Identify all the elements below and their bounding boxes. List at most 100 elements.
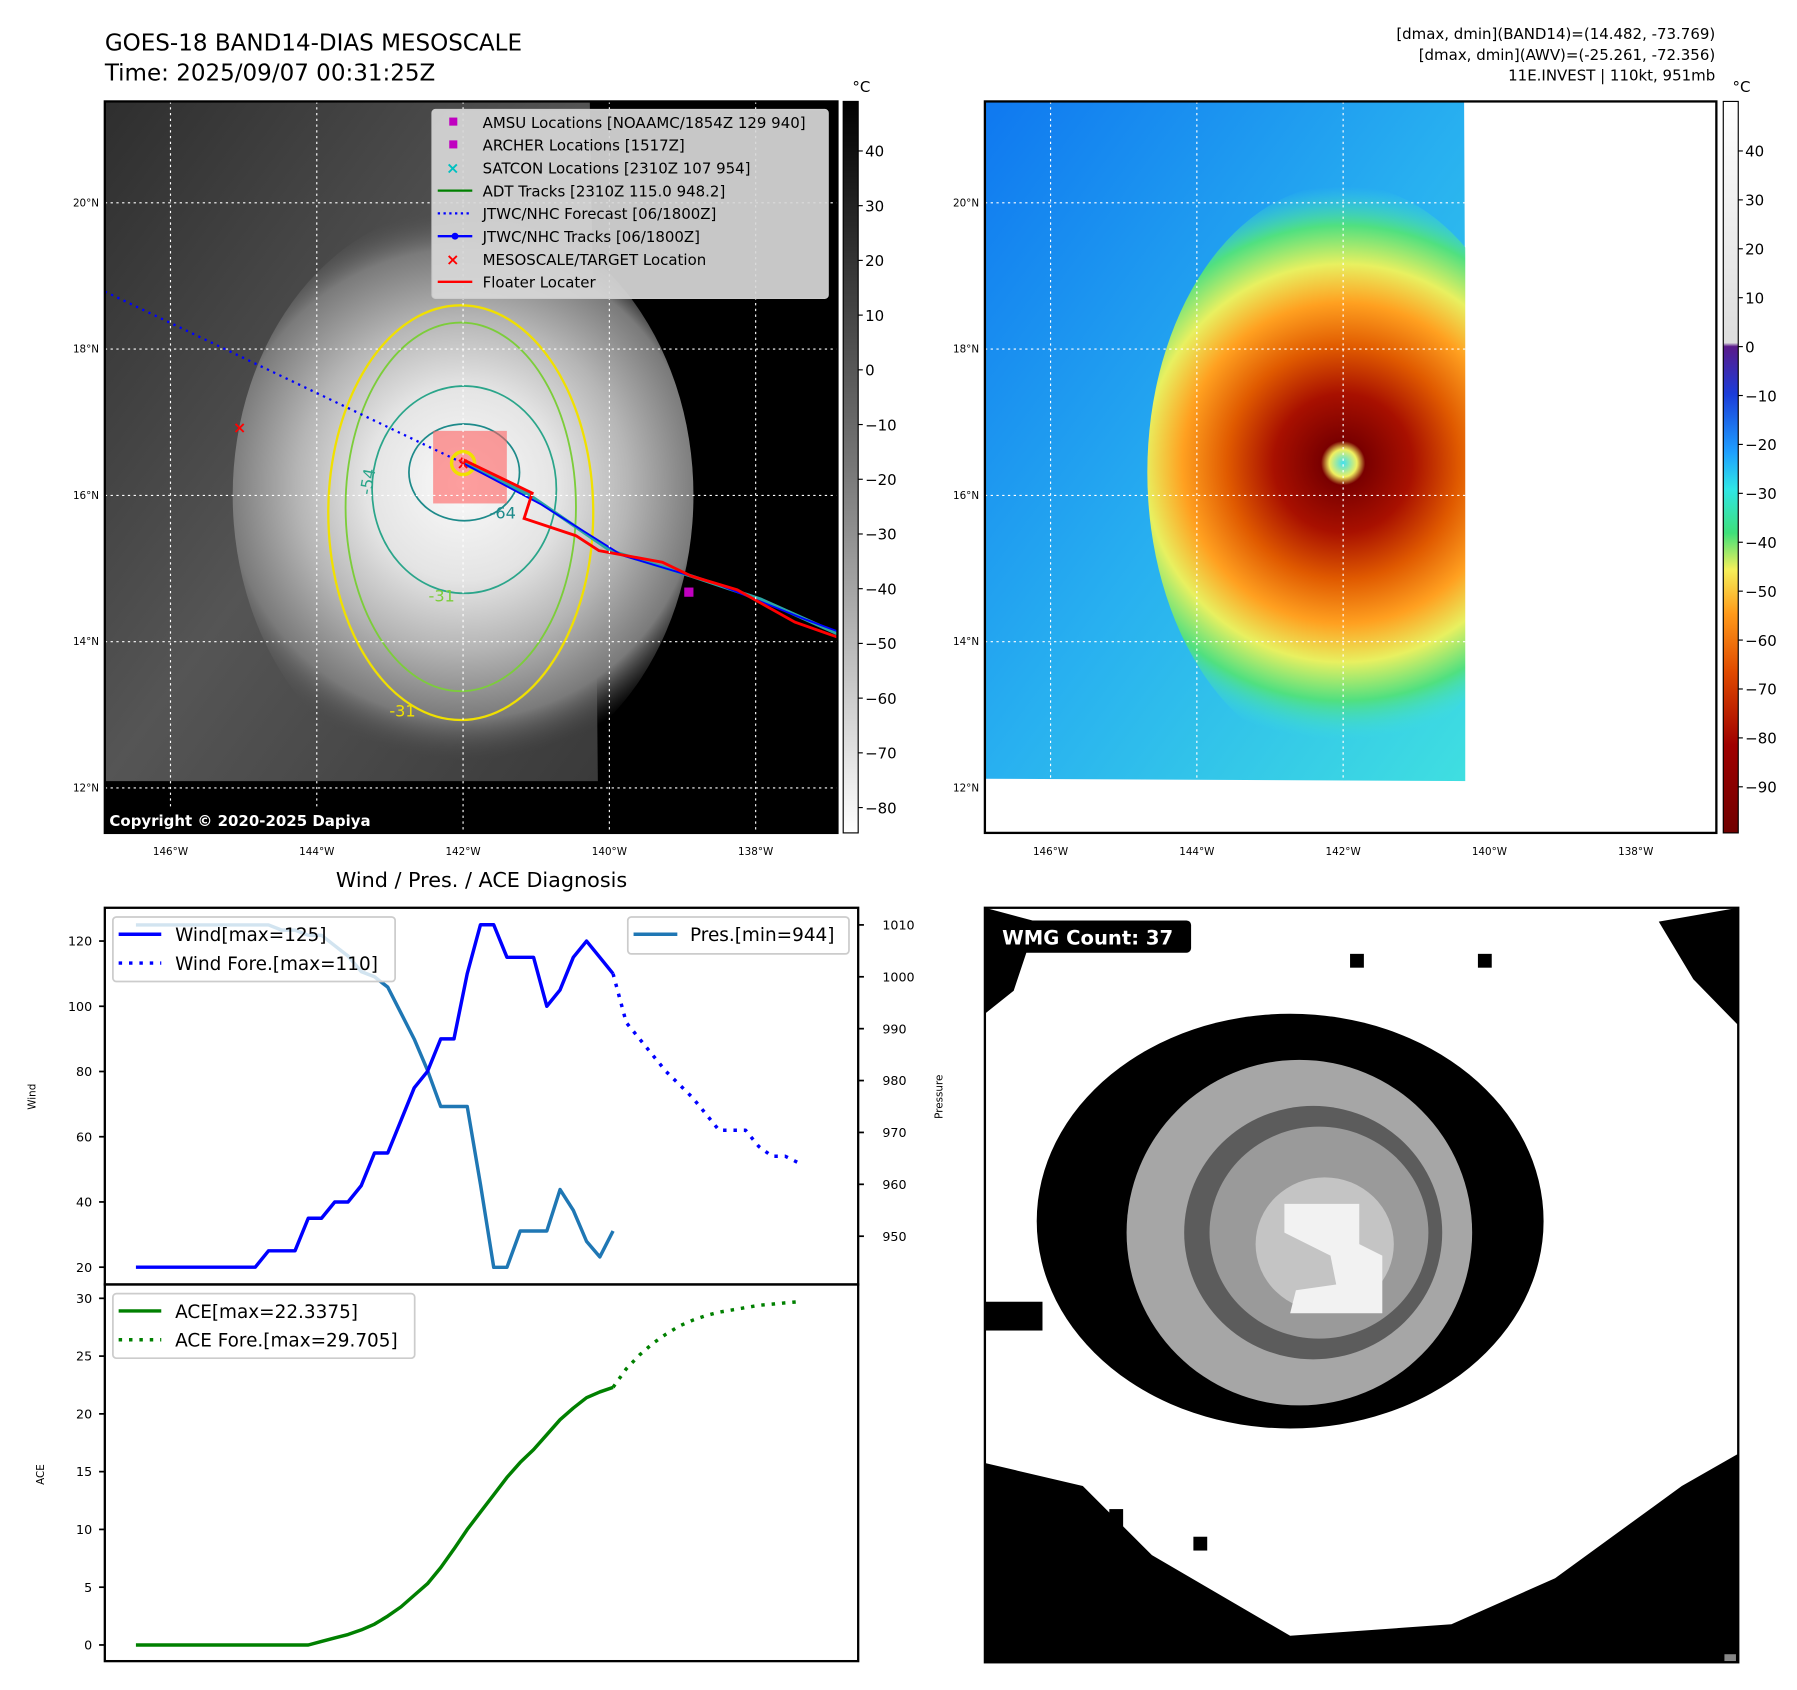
legend-ace-fore: ACE Fore.[max=29.705]	[175, 1331, 398, 1352]
legend-label: AMSU Locations [NOAAMC/1854Z 129 940]	[483, 114, 806, 132]
lat-tick-label: 12°N	[73, 782, 99, 794]
colorbar-tick-label: 20	[1745, 241, 1764, 259]
colorbar-tick-label: −30	[865, 526, 897, 544]
legend-box	[431, 108, 829, 299]
colorbar-tick-label: −70	[865, 745, 897, 763]
no-data-region	[1465, 101, 1717, 833]
ace-axes-frame	[103, 1283, 860, 1663]
legend-square-icon	[449, 117, 458, 126]
contour-label: -31	[389, 702, 415, 721]
lon-tick-label: 142°W	[445, 846, 480, 858]
colorbar-tick-label: −40	[865, 580, 897, 598]
chart-title: Wind / Pres. / ACE Diagnosis	[336, 868, 627, 892]
lon-tick-label: 138°W	[1618, 846, 1653, 858]
floater-track	[460, 457, 838, 639]
target-x-icon: ×	[456, 454, 470, 473]
left-colorbar-unit: °C	[852, 78, 870, 96]
legend-label: MESOSCALE/TARGET Location	[483, 251, 707, 269]
wmg-count-badge	[992, 920, 1192, 953]
lat-tick-label: 20°N	[73, 197, 99, 209]
y-tick-label: 100	[68, 999, 92, 1014]
y2-tick-label: 950	[882, 1229, 906, 1244]
contour-yellow	[327, 304, 595, 722]
lon-tick-label: 140°W	[592, 846, 627, 858]
lon-tick-label: 144°W	[1179, 846, 1214, 858]
stats-awv: [dmax, dmin](AWV)=(-25.261, -72.356)	[1419, 46, 1715, 64]
gridlines	[984, 101, 1717, 833]
lat-tick-label: 20°N	[953, 197, 979, 209]
series-line-wind	[135, 922, 615, 1269]
colorbar-tick-label: −10	[1745, 387, 1777, 405]
y-tick-label: 10	[76, 1522, 92, 1537]
y-tick-label: 0	[84, 1638, 92, 1653]
legend-x-icon: ×	[446, 250, 460, 269]
legend-dot-icon	[451, 232, 459, 240]
legend-label: JTWC/NHC Tracks [06/1800Z]	[482, 228, 700, 246]
figure-time: Time: 2025/09/07 00:31:25Z	[104, 61, 436, 87]
legend-label: Floater Locater	[483, 274, 597, 292]
y2-tick-label: 980	[882, 1073, 906, 1088]
y-tick-label: 40	[76, 1195, 92, 1210]
legend-label: ARCHER Locations [1517Z]	[483, 137, 685, 155]
contour-teal-inner	[408, 423, 521, 522]
left-map-frame	[103, 100, 839, 835]
y2-tick-label: 970	[882, 1125, 906, 1140]
y2-tick-label: 1000	[882, 969, 914, 984]
colorbar-tick-label: −50	[1745, 583, 1777, 601]
jtwc-track	[462, 462, 838, 633]
lon-tick-label: 138°W	[738, 846, 773, 858]
legend-pres: Pres.[min=944]	[690, 925, 834, 946]
wmg-count: WMG Count: 37	[1002, 927, 1173, 950]
colorbar-tick-label: 30	[865, 197, 884, 215]
wmg-panel: WMG Count: 37	[984, 907, 1739, 1663]
contour-green	[344, 321, 577, 693]
lon-tick-label: 144°W	[299, 846, 334, 858]
y2-tick-label: 990	[882, 1021, 906, 1036]
pressure-legend: Pres.[min=944]	[626, 916, 850, 955]
colorbar-tick-label: −20	[865, 471, 897, 489]
colorbar-tick-label: −70	[1745, 681, 1777, 699]
y2-tick-label: 960	[882, 1177, 906, 1192]
right-colorbar	[1722, 100, 1739, 834]
storm-awv	[1147, 184, 1539, 761]
eye-bright	[1284, 1203, 1383, 1314]
colorbar-tick-label: 10	[1745, 289, 1764, 307]
lat-tick-label: 16°N	[953, 490, 979, 502]
stats-storm: 11E.INVEST | 110kt, 951mb	[1508, 67, 1715, 85]
colorbar-tick-label: 10	[865, 307, 884, 325]
lat-tick-label: 14°N	[73, 636, 99, 648]
colorbar-tick-label: 20	[865, 252, 884, 270]
series-line-ace	[135, 1385, 614, 1647]
copyright: Copyright © 2020-2025 Dapiya	[109, 812, 370, 830]
colorbar-tick-label: −40	[1745, 534, 1777, 552]
lon-tick-label: 146°W	[1033, 846, 1068, 858]
contour-label: -64	[490, 503, 516, 522]
colorbar-tick-label: −60	[865, 690, 897, 708]
lat-tick-label: 18°N	[953, 344, 979, 356]
series-line-ace-fore-	[611, 1300, 799, 1389]
wind-axis-label: Wind	[27, 1084, 39, 1110]
legend-label: ADT Tracks [2310Z 115.0 948.2]	[483, 182, 726, 200]
y2-tick-label: 1010	[882, 918, 914, 933]
colorbar-tick-label: −50	[865, 635, 897, 653]
y-tick-label: 20	[76, 1260, 92, 1275]
y-tick-label: 5	[84, 1580, 92, 1595]
lat-tick-label: 14°N	[953, 636, 979, 648]
legend-x-icon: ×	[446, 159, 460, 178]
figure-title: GOES-18 BAND14-DIAS MESOSCALE	[105, 31, 522, 57]
legend-wind-fore: Wind Fore.[max=110]	[175, 954, 378, 975]
lon-tick-label: 142°W	[1326, 846, 1361, 858]
y-tick-label: 20	[76, 1406, 92, 1421]
outer-black-region	[984, 1453, 1739, 1663]
colorbar-tick-label: −80	[1745, 730, 1777, 748]
y-tick-label: 25	[76, 1349, 92, 1364]
colorbar-tick-label: 0	[865, 362, 875, 380]
right-map-frame	[983, 100, 1718, 835]
lon-tick-label: 140°W	[1472, 846, 1507, 858]
legend-label: SATCON Locations [2310Z 107 954]	[483, 160, 751, 178]
legend-label: JTWC/NHC Forecast [06/1800Z]	[482, 205, 717, 223]
amsu-marker	[684, 587, 694, 597]
lat-tick-label: 12°N	[953, 782, 979, 794]
wind-legend: Wind[max=125] Wind Fore.[max=110]	[112, 916, 396, 983]
